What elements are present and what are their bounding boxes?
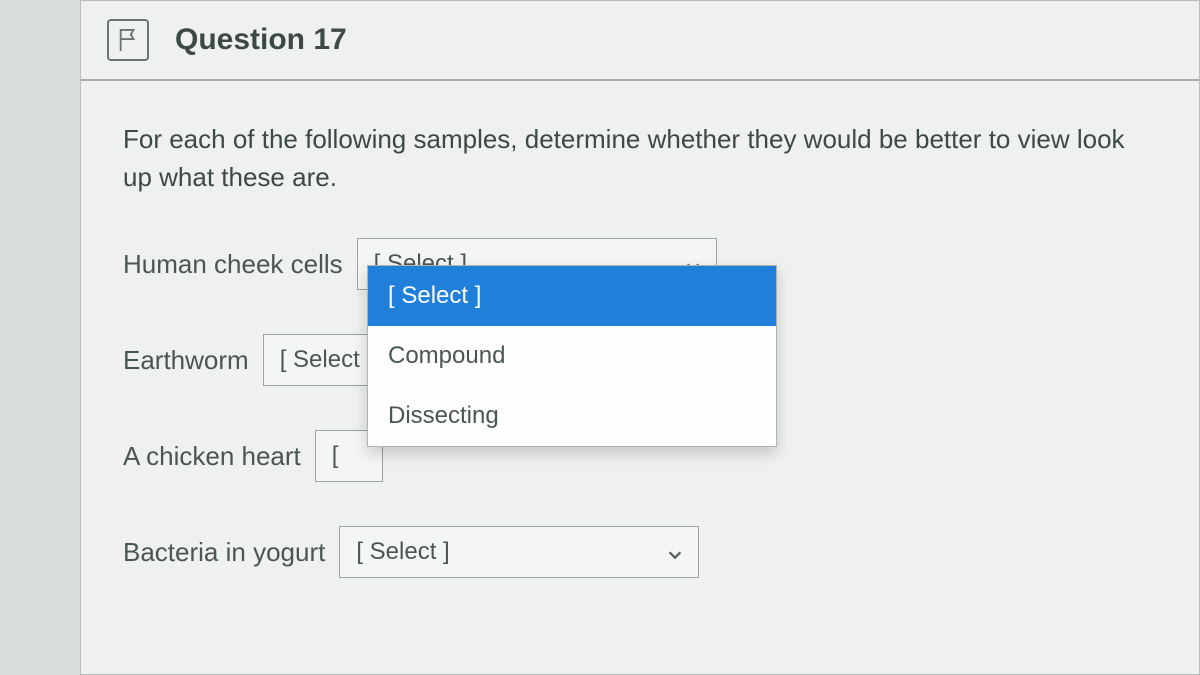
sample-label: A chicken heart: [123, 441, 301, 472]
dropdown-option-compound[interactable]: Compound: [368, 326, 776, 386]
select-value: [ Select ]: [356, 538, 449, 566]
question-header: Question 17: [81, 1, 1199, 81]
sample-label: Earthworm: [123, 345, 249, 376]
select-bacteria-yogurt[interactable]: [ Select ]: [339, 526, 699, 578]
flag-icon[interactable]: [107, 19, 149, 61]
dropdown-option-dissecting[interactable]: Dissecting: [368, 386, 776, 446]
select-value: [: [332, 442, 339, 470]
sample-row: Bacteria in yogurt [ Select ]: [123, 526, 1157, 578]
chevron-down-icon: [666, 543, 684, 561]
question-prompt: For each of the following samples, deter…: [123, 121, 1157, 196]
question-title: Question 17: [175, 23, 347, 57]
select-value: [ Select: [280, 346, 360, 374]
question-panel: Question 17 For each of the following sa…: [80, 0, 1200, 675]
sample-label: Bacteria in yogurt: [123, 537, 325, 568]
question-body: For each of the following samples, deter…: [81, 81, 1199, 662]
dropdown-menu[interactable]: [ Select ] Compound Dissecting: [367, 265, 777, 447]
dropdown-option-select[interactable]: [ Select ]: [368, 266, 776, 326]
sample-label: Human cheek cells: [123, 249, 343, 280]
